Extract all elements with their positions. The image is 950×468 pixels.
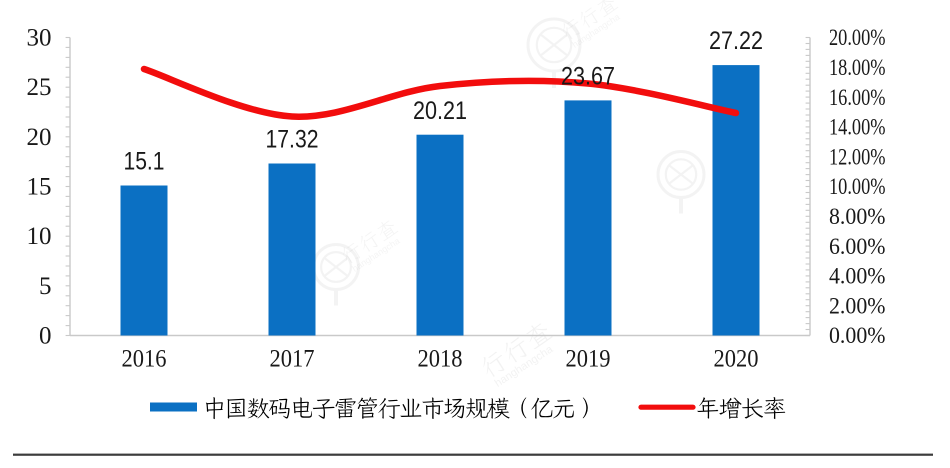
svg-text:0.00%: 0.00%	[829, 323, 886, 348]
svg-text:14.00%: 14.00%	[829, 115, 886, 140]
svg-text:20.00%: 20.00%	[829, 25, 886, 50]
svg-text:12.00%: 12.00%	[829, 144, 886, 169]
svg-text:15: 15	[27, 174, 52, 201]
svg-text:25: 25	[27, 74, 52, 101]
svg-text:8.00%: 8.00%	[829, 204, 886, 229]
svg-text:2016: 2016	[122, 346, 167, 373]
svg-text:2018: 2018	[418, 346, 463, 373]
svg-text:2.00%: 2.00%	[829, 293, 886, 318]
svg-text:2020: 2020	[714, 346, 759, 373]
svg-text:10: 10	[27, 223, 52, 250]
svg-text:5: 5	[39, 273, 52, 300]
svg-text:27.22: 27.22	[709, 27, 763, 55]
svg-text:17.32: 17.32	[266, 126, 319, 154]
svg-text:10.00%: 10.00%	[829, 174, 886, 199]
svg-text:15.1: 15.1	[124, 148, 165, 176]
svg-text:18.00%: 18.00%	[829, 55, 886, 80]
svg-text:23.67: 23.67	[561, 63, 615, 91]
svg-text:16.00%: 16.00%	[829, 85, 886, 110]
svg-text:0: 0	[39, 323, 52, 350]
svg-text:4.00%: 4.00%	[829, 264, 886, 289]
svg-text:2017: 2017	[270, 346, 315, 373]
svg-text:30: 30	[27, 25, 52, 52]
svg-text:2019: 2019	[566, 346, 611, 373]
svg-text:20: 20	[27, 124, 52, 151]
svg-text:6.00%: 6.00%	[829, 234, 886, 259]
svg-text:20.21: 20.21	[413, 97, 467, 125]
